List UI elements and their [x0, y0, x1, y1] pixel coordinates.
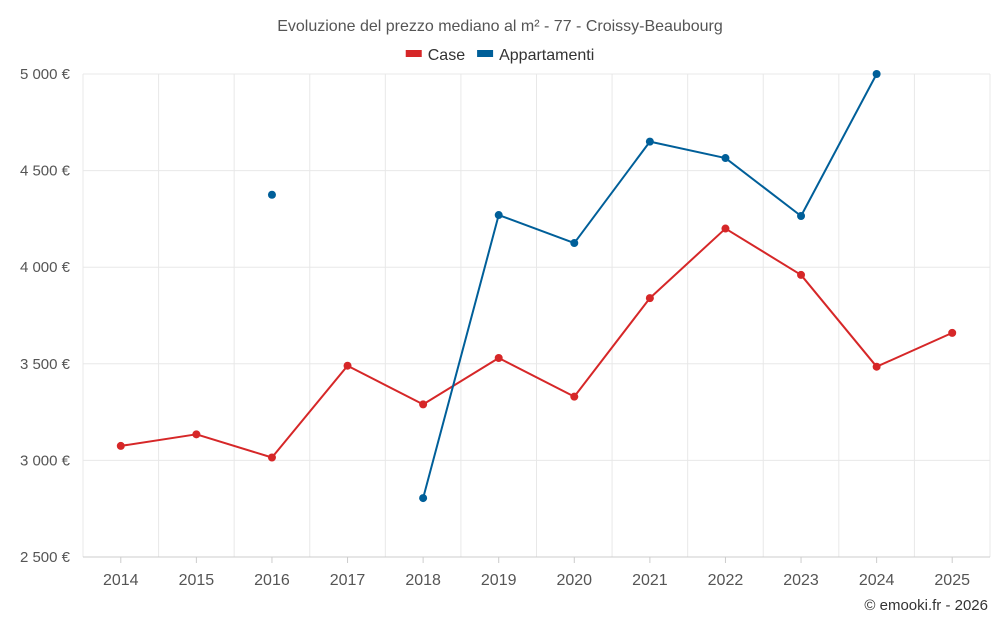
credit-text: © emooki.fr - 2026: [864, 597, 988, 614]
x-tick-label: 2014: [103, 572, 139, 589]
series-0-point[interactable]: [494, 354, 503, 363]
legend-swatch: [405, 50, 422, 57]
series-0-point[interactable]: [419, 400, 428, 409]
series-1-point[interactable]: [494, 211, 503, 220]
axes: 2 500 € 3 000 € 3 500 € 4 000 € 4 500 € 5 000…: [20, 66, 990, 589]
series-1: [267, 70, 881, 503]
x-tick-label: 2016: [254, 572, 290, 589]
x-tick-label: 2020: [556, 572, 592, 589]
series-0-point[interactable]: [343, 361, 352, 370]
x-tick-label: 2024: [859, 572, 895, 589]
series-1-point[interactable]: [721, 154, 730, 163]
series-0-point[interactable]: [192, 430, 201, 439]
y-tick-label: 3 000 €: [20, 452, 71, 469]
legend-label: Case: [428, 47, 465, 64]
x-tick-label: 2019: [481, 572, 517, 589]
series-0-point[interactable]: [570, 392, 579, 401]
x-tick-label: 2017: [330, 572, 366, 589]
legend-item-1[interactable]: Appartamenti: [477, 47, 594, 64]
series-0-point[interactable]: [797, 270, 806, 279]
grid: [82, 73, 991, 557]
x-tick-label: 2023: [783, 572, 819, 589]
series-0-point[interactable]: [267, 453, 276, 462]
y-tick-label: 3 500 €: [20, 356, 71, 373]
series-0-point[interactable]: [721, 224, 730, 233]
series-1-point[interactable]: [419, 494, 428, 503]
series-1-point[interactable]: [267, 190, 276, 199]
chart-title: Evoluzione del prezzo mediano al m² - 77…: [277, 18, 723, 35]
x-tick-label: 2015: [179, 572, 215, 589]
series-0-point[interactable]: [872, 362, 881, 371]
y-tick-label: 4 000 €: [20, 259, 71, 276]
x-tick-label: 2018: [405, 572, 441, 589]
legend[interactable]: Case Appartamenti: [405, 47, 595, 64]
series-0-line: [120, 227, 953, 459]
series: [116, 70, 957, 503]
series-1-point[interactable]: [570, 239, 579, 248]
legend-item-0[interactable]: Case: [405, 47, 465, 64]
x-tick-label: 2021: [632, 572, 668, 589]
y-tick-label: 4 500 €: [20, 163, 71, 180]
x-tick-label: 2022: [708, 572, 744, 589]
series-1-point[interactable]: [797, 212, 806, 221]
series-0-point[interactable]: [645, 294, 654, 303]
series-1-point[interactable]: [872, 70, 881, 78]
series-1-point[interactable]: [645, 137, 654, 146]
series-0-point[interactable]: [948, 328, 957, 337]
y-tick-label: 5 000 €: [20, 66, 71, 83]
legend-label: Appartamenti: [499, 47, 594, 64]
series-1-line: [422, 73, 878, 499]
legend-swatch: [477, 50, 494, 57]
x-tick-label: 2025: [934, 572, 970, 589]
series-0: [116, 224, 957, 462]
series-0-point[interactable]: [116, 441, 125, 450]
y-tick-label: 2 500 €: [20, 549, 71, 566]
